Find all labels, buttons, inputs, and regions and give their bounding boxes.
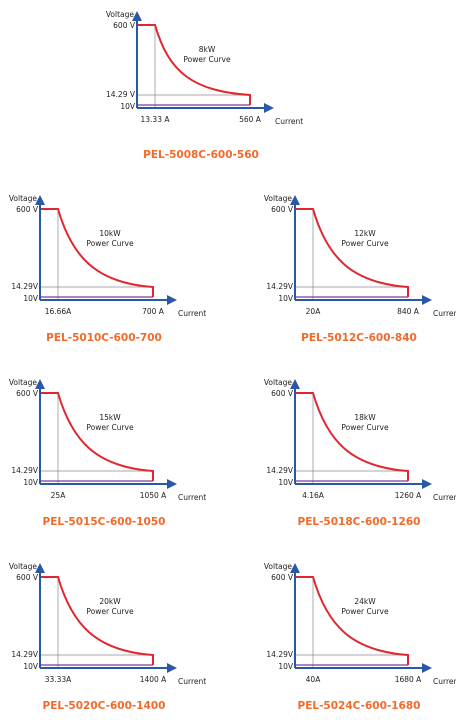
tick-label: 600 V	[271, 573, 294, 582]
tick-label: 560 A	[239, 115, 262, 124]
tick-label: 700 A	[142, 307, 165, 316]
axis-label: Current	[433, 309, 456, 318]
axis-label: Current	[433, 493, 456, 502]
axis-label: Current	[433, 677, 456, 686]
power-label: Power Curve	[86, 239, 134, 248]
tick-label: 10V	[278, 294, 294, 303]
tick-label: 10V	[120, 102, 136, 111]
power-curve	[40, 576, 154, 665]
power-label: 12kW	[354, 229, 376, 238]
power-label: 15kW	[99, 413, 121, 422]
power-curve	[295, 576, 409, 665]
tick-label: 1260 A	[395, 491, 422, 500]
axis-label: Voltage	[264, 562, 293, 571]
power-label: Power Curve	[341, 239, 389, 248]
model-name: PEL-5015C-600-1050	[43, 516, 166, 528]
tick-label: 10V	[278, 662, 294, 671]
tick-label: 20A	[306, 307, 322, 316]
tick-label: 14.29V	[266, 650, 293, 659]
tick-label: 25A	[51, 491, 67, 500]
tick-label: 1680 A	[395, 675, 422, 684]
tick-label: 14.29V	[11, 650, 38, 659]
axis-label: Voltage	[9, 562, 38, 571]
axis-label: Voltage	[264, 194, 293, 203]
power-label: Power Curve	[86, 607, 134, 616]
model-name: PEL-5010C-600-700	[46, 332, 162, 344]
tick-label: 13.33 A	[141, 115, 171, 124]
model-name: PEL-5018C-600-1260	[298, 516, 421, 528]
power-curve	[40, 208, 154, 297]
power-curve	[295, 392, 409, 481]
tick-label: 14.29V	[266, 466, 293, 475]
power-label: 20kW	[99, 597, 121, 606]
axis-label: Current	[178, 493, 206, 502]
model-name: PEL-5012C-600-840	[301, 332, 417, 344]
tick-label: 33.33A	[45, 675, 72, 684]
tick-label: 840 A	[397, 307, 420, 316]
tick-label: 1050 A	[140, 491, 167, 500]
tick-label: 10V	[23, 294, 39, 303]
power-curve	[137, 24, 251, 105]
model-name: PEL-5008C-600-560	[143, 149, 259, 161]
power-label: Power Curve	[86, 423, 134, 432]
power-curve	[295, 208, 409, 297]
tick-label: 600 V	[16, 573, 39, 582]
axis-label: Current	[178, 309, 206, 318]
tick-label: 1400 A	[140, 675, 167, 684]
tick-label: 10V	[23, 478, 39, 487]
tick-label: 14.29V	[11, 466, 38, 475]
axis-label: Voltage	[264, 378, 293, 387]
tick-label: 10V	[278, 478, 294, 487]
axis-label: Current	[178, 677, 206, 686]
power-label: 10kW	[99, 229, 121, 238]
tick-label: 600 V	[113, 21, 136, 30]
tick-label: 14.29V	[11, 282, 38, 291]
model-name: PEL-5024C-600-1680	[298, 700, 421, 712]
tick-label: 600 V	[16, 205, 39, 214]
tick-label: 10V	[23, 662, 39, 671]
power-label: 24kW	[354, 597, 376, 606]
axis-label: Voltage	[106, 10, 135, 19]
power-curve	[40, 392, 154, 481]
axis-label: Voltage	[9, 194, 38, 203]
power-label: Power Curve	[341, 607, 389, 616]
tick-label: 600 V	[271, 389, 294, 398]
tick-label: 600 V	[271, 205, 294, 214]
tick-label: 600 V	[16, 389, 39, 398]
axis-label: Voltage	[9, 378, 38, 387]
power-label: 8kW	[199, 45, 216, 54]
model-name: PEL-5020C-600-1400	[43, 700, 166, 712]
axis-label: Current	[275, 117, 303, 126]
tick-label: 40A	[306, 675, 322, 684]
tick-label: 14.29V	[266, 282, 293, 291]
power-label: Power Curve	[183, 55, 231, 64]
power-label: Power Curve	[341, 423, 389, 432]
tick-label: 16.66A	[45, 307, 72, 316]
tick-label: 4.16A	[302, 491, 325, 500]
tick-label: 14.29 V	[106, 90, 136, 99]
power-label: 18kW	[354, 413, 376, 422]
